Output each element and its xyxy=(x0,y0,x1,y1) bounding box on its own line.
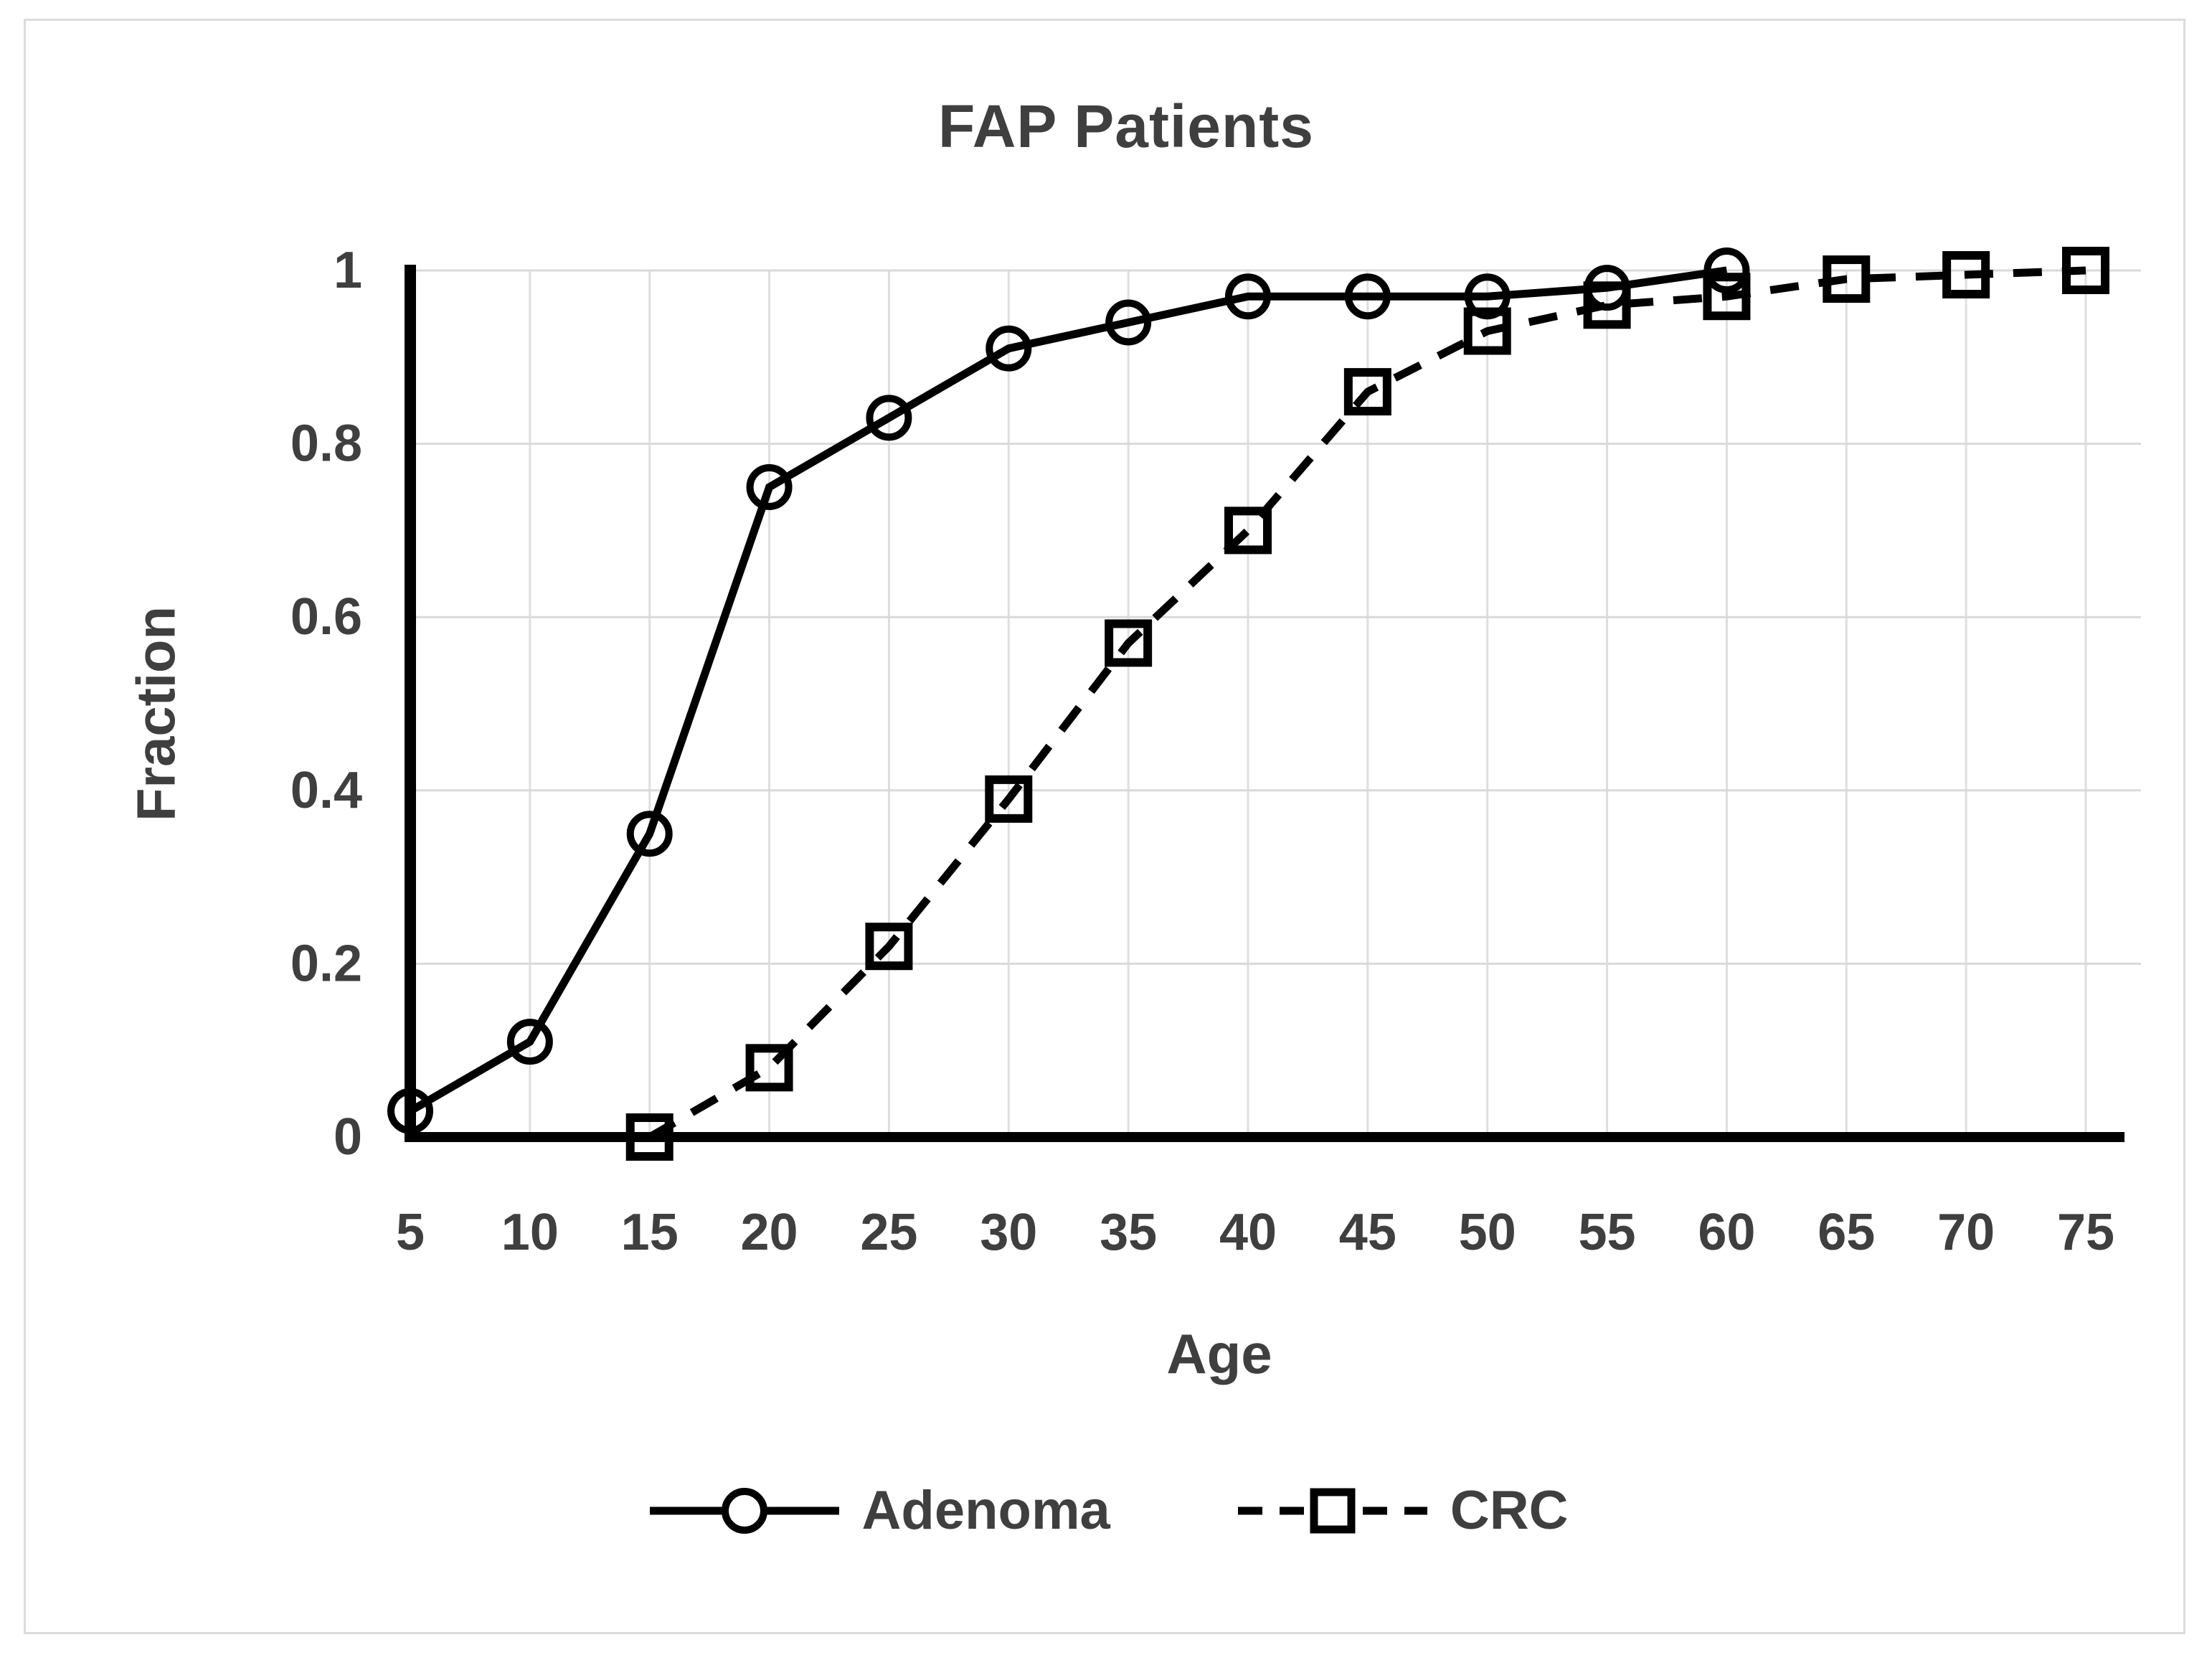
x-tick-label: 10 xyxy=(501,1204,559,1261)
x-tick-label: 60 xyxy=(1698,1204,1755,1261)
marker-circle-adenoma xyxy=(1225,273,1271,320)
marker-circle-adenoma xyxy=(1703,247,1750,293)
marker-square-crc xyxy=(1224,506,1272,555)
crc-dashed-line-square-icon xyxy=(1237,1488,1427,1533)
marker-circle-adenoma xyxy=(986,325,1032,372)
marker-square-crc xyxy=(625,1113,673,1161)
marker-square-crc xyxy=(1703,273,1751,321)
y-tick-label: 0.2 xyxy=(290,935,362,992)
marker-circle-adenoma xyxy=(626,811,673,857)
x-tick-label: 5 xyxy=(396,1204,425,1261)
series-line-crc xyxy=(647,266,2086,1141)
y-tick-label: 0.6 xyxy=(290,588,362,646)
legend: Adenoma CRC xyxy=(0,1479,2212,1542)
legend-label-crc: CRC xyxy=(1450,1480,1569,1541)
series-line-adenoma xyxy=(408,266,1728,1115)
marker-square-crc xyxy=(1343,368,1391,416)
x-tick-label: 65 xyxy=(1818,1204,1875,1261)
x-tick-label: 20 xyxy=(741,1204,798,1261)
legend-item-adenoma: Adenoma xyxy=(644,1479,1110,1542)
marker-square-crc xyxy=(1942,251,1990,299)
marker-circle-adenoma xyxy=(387,1088,433,1134)
marker-square-crc xyxy=(1583,281,1631,329)
marker-square-crc xyxy=(2062,247,2109,294)
chart-title: FAP Patients xyxy=(938,93,1314,160)
marker-square-crc xyxy=(985,775,1033,823)
marker-circle-adenoma xyxy=(506,1019,553,1065)
marker-square-crc xyxy=(745,1044,793,1092)
marker-square-crc xyxy=(865,923,913,971)
y-tick-label: 0.4 xyxy=(290,762,362,819)
x-tick-label: 40 xyxy=(1219,1204,1277,1261)
legend-item-crc: CRC xyxy=(1232,1479,1569,1542)
x-tick-label: 35 xyxy=(1100,1204,1157,1261)
y-axis-title: Fraction xyxy=(126,606,187,821)
marker-circle-adenoma xyxy=(1105,299,1152,346)
x-tick-label: 25 xyxy=(860,1204,917,1261)
marker-square-crc xyxy=(1823,255,1871,303)
legend-label-adenoma: Adenoma xyxy=(861,1480,1110,1541)
x-tick-label: 30 xyxy=(980,1204,1037,1261)
x-tick-label: 75 xyxy=(2057,1204,2114,1261)
marker-circle-adenoma xyxy=(866,395,912,441)
y-tick-label: 1 xyxy=(334,242,362,299)
x-axis-title: Age xyxy=(1166,1322,1272,1385)
adenoma-solid-line-circle-icon xyxy=(649,1487,839,1534)
marker-circle-adenoma xyxy=(1344,273,1391,320)
marker-square-crc xyxy=(1463,307,1511,355)
x-tick-label: 70 xyxy=(1937,1204,1995,1261)
x-tick-label: 50 xyxy=(1459,1204,1516,1261)
x-tick-label: 55 xyxy=(1579,1204,1636,1261)
marker-circle-adenoma xyxy=(746,464,793,510)
x-tick-label: 15 xyxy=(621,1204,679,1261)
x-tick-label: 45 xyxy=(1339,1204,1396,1261)
y-tick-label: 0.8 xyxy=(290,415,362,473)
marker-square-crc xyxy=(1105,619,1153,667)
y-tick-label: 0 xyxy=(334,1108,362,1166)
